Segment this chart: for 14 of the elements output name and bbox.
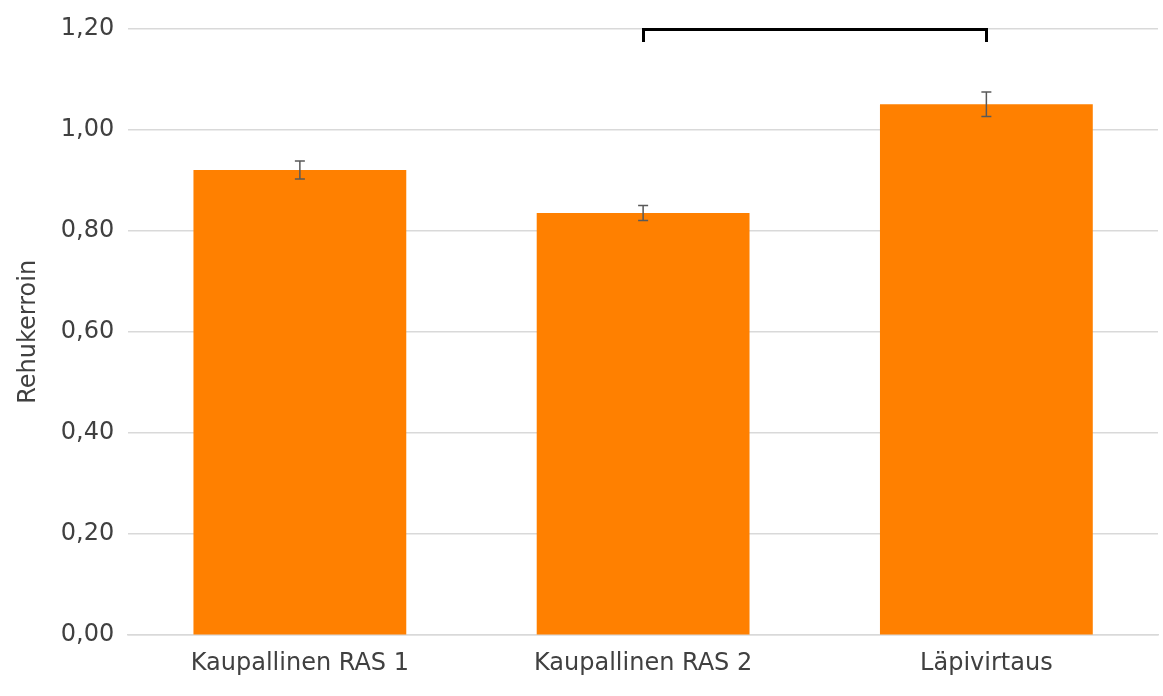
y-tick-label: 0,60 <box>60 316 115 345</box>
bar <box>193 169 407 635</box>
x-tick-label: Kaupallinen RAS 1 <box>190 647 409 676</box>
y-tick-label: 0,40 <box>60 417 115 446</box>
x-tick-label: Kaupallinen RAS 2 <box>533 647 753 676</box>
y-axis-title: Rehukerroin <box>12 259 41 404</box>
x-tick-label: Läpivirtaus <box>920 647 1053 676</box>
y-tick-label: 0,00 <box>60 619 115 648</box>
y-tick-label: 1,20 <box>60 12 115 41</box>
y-tick-label: 1,00 <box>60 113 115 142</box>
bar <box>879 104 1093 635</box>
y-tick-label: 0,80 <box>60 214 115 243</box>
y-tick-label: 0,20 <box>60 518 115 547</box>
bar <box>536 212 750 635</box>
